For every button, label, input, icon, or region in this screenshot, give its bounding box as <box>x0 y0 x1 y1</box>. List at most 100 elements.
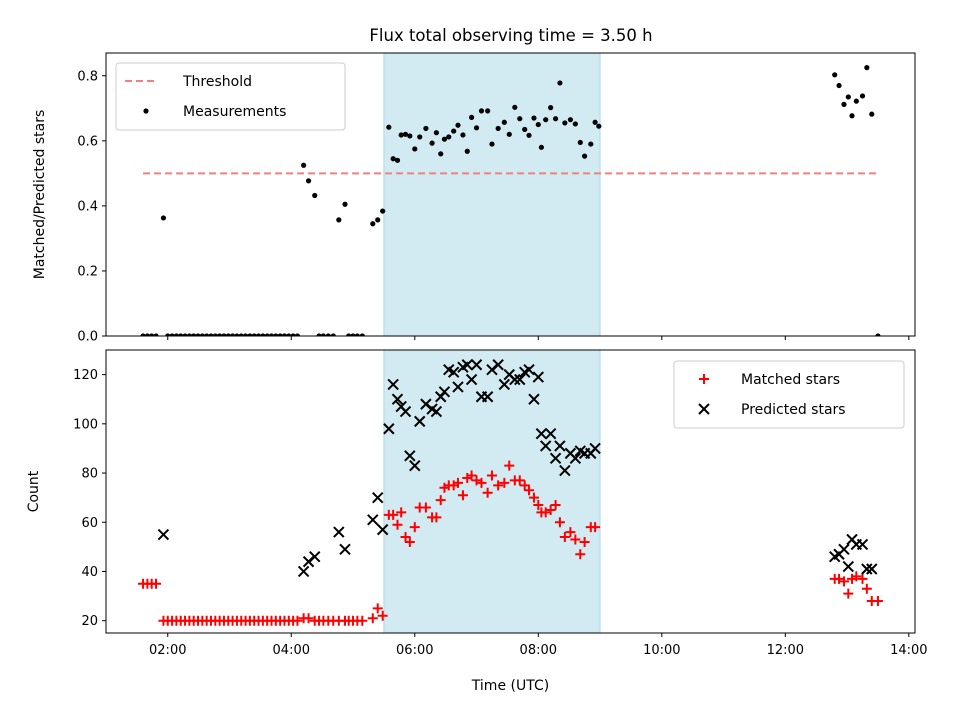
data-point <box>523 363 535 376</box>
data-point <box>843 588 854 599</box>
data-point <box>178 333 184 336</box>
data-point <box>493 480 504 491</box>
data-point <box>438 151 444 157</box>
data-point <box>550 500 561 511</box>
legend-measurements-label: Measurements <box>183 104 286 120</box>
data-point <box>359 333 365 336</box>
x-tick-label: 12:00 <box>767 643 804 658</box>
x-tick-label: 08:00 <box>520 643 557 658</box>
data-point <box>545 504 556 515</box>
y-axis-label: Count <box>26 470 42 512</box>
data-point <box>396 507 407 518</box>
data-point <box>464 148 470 154</box>
x-axis-label: Time (UTC) <box>471 678 549 694</box>
data-point <box>554 517 565 528</box>
data-point <box>417 134 423 140</box>
data-point <box>533 500 544 511</box>
legend: Threshold Measurements <box>115 62 346 131</box>
data-point <box>165 333 171 336</box>
data-point <box>264 333 270 336</box>
data-point <box>372 603 383 614</box>
data-point <box>430 405 443 418</box>
data-point <box>339 543 351 556</box>
data-point <box>273 333 279 336</box>
data-point <box>460 132 466 138</box>
data-point <box>305 178 312 184</box>
data-point <box>845 94 851 100</box>
axes-frame <box>105 52 916 337</box>
data-point <box>367 613 378 624</box>
data-point <box>260 333 266 336</box>
data-point <box>140 333 146 336</box>
data-point <box>452 381 464 393</box>
data-point <box>292 615 303 626</box>
data-point <box>247 333 253 336</box>
data-point <box>470 359 483 371</box>
data-point <box>506 131 512 137</box>
data-point <box>242 333 249 336</box>
data-point <box>451 128 457 134</box>
data-point <box>320 333 326 336</box>
y-tick-label: 0.6 <box>77 134 98 149</box>
data-point <box>562 120 568 126</box>
y-tick-label: 60 <box>81 516 98 531</box>
data-point <box>398 132 404 138</box>
y-tick-label: 0.8 <box>77 69 98 84</box>
data-point <box>336 217 342 223</box>
data-point <box>423 125 429 132</box>
data-point <box>838 576 849 587</box>
data-point <box>217 333 223 336</box>
data-point <box>357 615 368 626</box>
data-point <box>281 333 288 336</box>
data-point <box>851 571 862 582</box>
data-point <box>375 217 381 223</box>
data-point <box>517 116 523 122</box>
legend-threshold-label: Threshold <box>182 74 252 90</box>
data-point <box>481 391 494 403</box>
data-point <box>412 146 418 152</box>
data-point <box>559 464 571 477</box>
data-point <box>559 532 570 543</box>
x-tick-label: 14:00 <box>890 643 927 658</box>
data-point <box>495 125 501 132</box>
data-point <box>588 141 594 147</box>
data-point <box>312 192 318 199</box>
data-point <box>404 450 416 462</box>
data-point <box>514 373 526 386</box>
data-point <box>316 333 322 336</box>
data-point <box>325 333 331 336</box>
data-point <box>499 477 510 488</box>
data-point <box>297 565 310 578</box>
data-point <box>565 527 576 538</box>
data-point <box>569 452 582 464</box>
data-point <box>841 101 847 107</box>
data-point <box>875 333 881 336</box>
data-point <box>301 162 307 168</box>
data-point <box>501 119 507 125</box>
data-point <box>420 502 431 513</box>
data-point <box>567 117 574 123</box>
data-point <box>532 371 544 383</box>
data-point <box>409 459 421 472</box>
data-point <box>575 549 586 560</box>
data-point <box>169 333 175 336</box>
legend-plus-swatch <box>699 374 709 384</box>
data-point <box>251 333 257 336</box>
data-point <box>461 359 473 371</box>
data-point <box>524 485 535 496</box>
data-point <box>438 386 451 398</box>
data-point <box>391 393 404 405</box>
data-point <box>548 105 554 111</box>
data-point <box>539 440 552 452</box>
y-tick-label: 40 <box>81 565 98 580</box>
y-tick-label: 20 <box>81 614 98 629</box>
data-point <box>509 373 521 386</box>
series-measurements <box>140 65 881 336</box>
ratio-panel: 0.0 0.2 0.4 0.6 0.8 Matched/Predicted stars Th… <box>32 52 916 345</box>
x-tick-label: 06:00 <box>396 643 433 658</box>
data-point <box>468 114 475 121</box>
data-point <box>383 423 395 435</box>
data-point <box>230 333 236 336</box>
data-point <box>512 104 518 110</box>
